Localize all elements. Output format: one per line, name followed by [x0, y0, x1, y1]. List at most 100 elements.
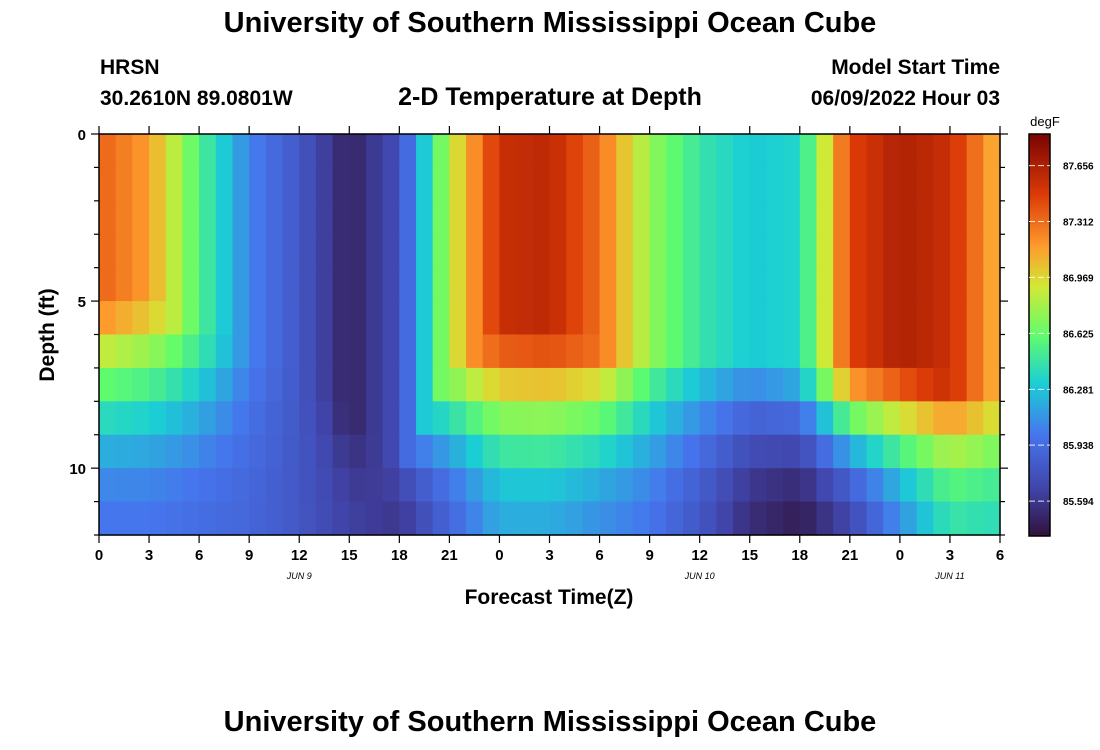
heatmap-cell — [382, 434, 400, 469]
heatmap-cell — [816, 334, 834, 369]
heatmap-cell — [416, 301, 434, 336]
heatmap-cell — [983, 167, 1001, 202]
heatmap-cell — [983, 301, 1001, 336]
heatmap-cell — [532, 167, 551, 202]
heatmap-cell — [983, 234, 1001, 269]
heatmap-cell — [132, 468, 150, 503]
heatmap-cell — [265, 234, 284, 269]
heatmap-cell — [866, 267, 884, 302]
heatmap-cell — [716, 267, 734, 302]
heatmap-cell — [649, 200, 667, 235]
heatmap-cell — [265, 434, 284, 469]
heatmap-cell — [933, 267, 951, 302]
heatmap-cell — [966, 200, 984, 235]
heatmap-cell — [215, 468, 234, 503]
heatmap-cell — [849, 468, 868, 503]
heatmap-cell — [883, 501, 901, 536]
heatmap-cell — [149, 401, 167, 436]
heatmap-cell — [516, 367, 534, 402]
model-start-label: Model Start Time — [831, 56, 1000, 79]
x-tick-label: 12 — [691, 547, 708, 564]
heatmap-cell — [866, 301, 884, 336]
heatmap-cell — [299, 401, 317, 436]
heatmap-cell — [315, 434, 334, 469]
heatmap-cell — [966, 367, 984, 402]
heatmap-cell — [916, 267, 934, 302]
heatmap-cell — [666, 434, 684, 469]
heatmap-cell — [449, 301, 467, 336]
heatmap-cell — [215, 167, 234, 202]
heatmap-cell — [199, 367, 217, 402]
heatmap-cell — [182, 200, 200, 235]
heatmap-cell — [416, 267, 434, 302]
heatmap-cell — [866, 468, 884, 503]
heatmap-cell — [632, 200, 651, 235]
heatmap-cell — [899, 367, 918, 402]
heatmap-cell — [549, 200, 567, 235]
heatmap-cell — [516, 434, 534, 469]
heatmap-cell — [365, 501, 384, 536]
heatmap-cell — [766, 167, 784, 202]
heatmap-cell — [99, 501, 117, 536]
heatmap-cell — [799, 468, 818, 503]
heatmap-cell — [649, 367, 667, 402]
heatmap-cell — [733, 267, 751, 302]
x-axis-label: Forecast Time(Z) — [465, 586, 634, 609]
heatmap-cell — [983, 367, 1001, 402]
heatmap-cell — [466, 334, 484, 369]
heatmap-cell — [816, 468, 834, 503]
heatmap-cell — [115, 468, 133, 503]
heatmap-cell — [416, 401, 434, 436]
heatmap-cell — [349, 267, 367, 302]
heatmap-cell — [833, 501, 851, 536]
heatmap-cell — [766, 468, 784, 503]
heatmap-cell — [482, 501, 501, 536]
heatmap-cell — [299, 501, 317, 536]
heatmap-cell — [933, 234, 951, 269]
heatmap-cell — [933, 167, 951, 202]
heatmap-cell — [632, 301, 651, 336]
heatmap-cell — [282, 167, 300, 202]
colorbar-tick-label: 85.594 — [1063, 497, 1094, 508]
heatmap-cell — [666, 367, 684, 402]
heatmap-cell — [849, 434, 868, 469]
heatmap-cell — [616, 234, 634, 269]
heatmap-cell — [916, 234, 934, 269]
heatmap-cell — [182, 134, 200, 169]
heatmap-cell — [516, 167, 534, 202]
heatmap-cell — [849, 200, 868, 235]
heatmap-cell — [816, 200, 834, 235]
heatmap-cell — [332, 401, 350, 436]
heatmap-cell — [983, 267, 1001, 302]
heatmap-cell — [599, 401, 617, 436]
x-tick-label: 12 — [291, 547, 308, 564]
heatmap-cell — [332, 200, 350, 235]
x-tick-label: 6 — [195, 547, 203, 564]
heatmap-cell — [549, 401, 567, 436]
heatmap-cell — [349, 434, 367, 469]
heatmap-cell — [883, 200, 901, 235]
heatmap-cell — [716, 134, 734, 169]
heatmap-cells — [99, 134, 1001, 536]
heatmap-cell — [482, 267, 501, 302]
heatmap-cell — [866, 367, 884, 402]
heatmap-cell — [666, 134, 684, 169]
heatmap-cell — [282, 301, 300, 336]
heatmap-cell — [449, 167, 467, 202]
heatmap-cell — [766, 334, 784, 369]
heatmap-cell — [466, 301, 484, 336]
heatmap-cell — [466, 468, 484, 503]
heatmap-cell — [516, 468, 534, 503]
heatmap-cell — [332, 334, 350, 369]
heatmap-cell — [682, 401, 701, 436]
heatmap-cell — [883, 334, 901, 369]
heatmap-cell — [215, 367, 234, 402]
heatmap-cell — [232, 401, 250, 436]
heatmap-cell — [466, 200, 484, 235]
heatmap-cell — [766, 134, 784, 169]
heatmap-cell — [282, 401, 300, 436]
heatmap-cell — [799, 434, 818, 469]
heatmap-cell — [983, 434, 1001, 469]
heatmap-cell — [949, 301, 968, 336]
heatmap-cell — [165, 234, 184, 269]
